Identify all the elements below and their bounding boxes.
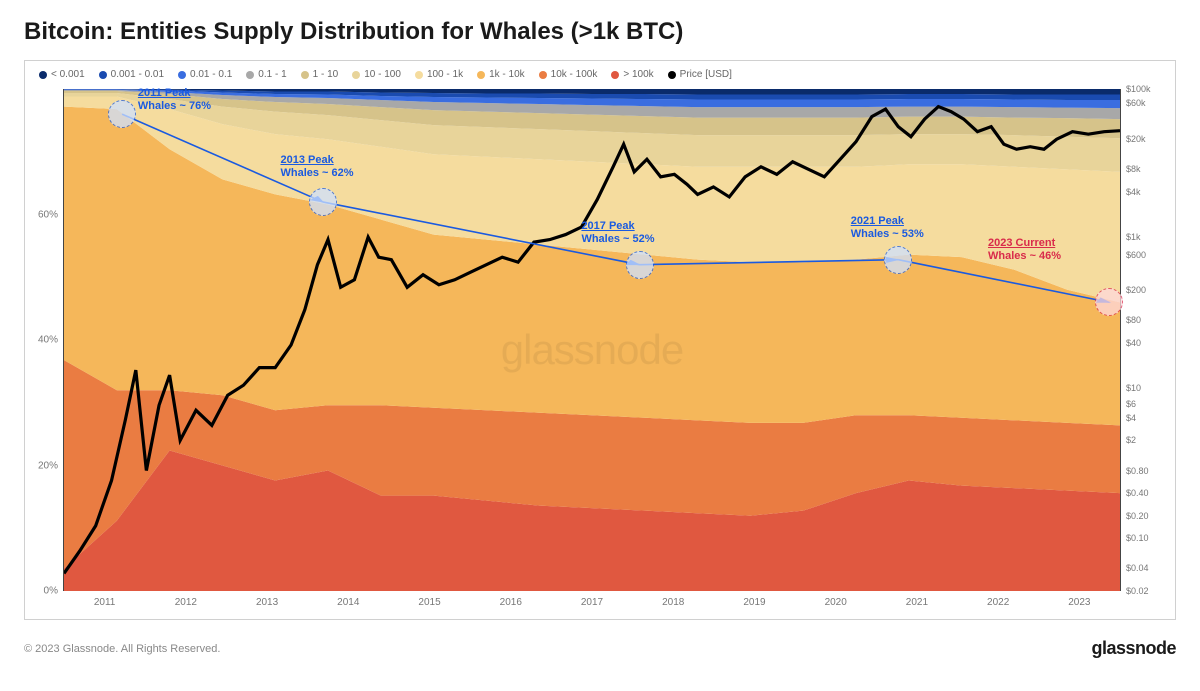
y-right-tick: $0.02 bbox=[1126, 586, 1149, 596]
copyright-text: © 2023 Glassnode. All Rights Reserved. bbox=[24, 643, 220, 655]
legend-item: 0.1 - 1 bbox=[246, 69, 286, 80]
legend-row: < 0.001 0.001 - 0.01 0.01 - 0.1 0.1 - 1 1 - … bbox=[25, 61, 1175, 84]
y-right-tick: $0.04 bbox=[1126, 563, 1149, 573]
y-right-tick: $8k bbox=[1126, 164, 1141, 174]
legend-label: > 100k bbox=[623, 69, 653, 80]
peak-marker bbox=[626, 251, 654, 279]
legend-label: 10k - 100k bbox=[551, 69, 598, 80]
peak-annotation: 2023 CurrentWhales ~ 46% bbox=[988, 237, 1061, 263]
x-tick: 2017 bbox=[581, 597, 603, 608]
y-right-tick: $0.10 bbox=[1126, 533, 1149, 543]
legend-label: 100 - 1k bbox=[427, 69, 463, 80]
y-right-tick: $4 bbox=[1126, 413, 1136, 423]
legend-item: 1k - 10k bbox=[477, 69, 525, 80]
legend-item: 10k - 100k bbox=[539, 69, 598, 80]
footer-row: © 2023 Glassnode. All Rights Reserved. g… bbox=[24, 638, 1176, 659]
legend-dot bbox=[39, 71, 47, 79]
y-right-tick: $0.80 bbox=[1126, 466, 1149, 476]
y-right-tick: $40 bbox=[1126, 338, 1141, 348]
x-tick: 2023 bbox=[1068, 597, 1090, 608]
x-tick: 2022 bbox=[987, 597, 1009, 608]
legend-item: > 100k bbox=[611, 69, 653, 80]
peak-annotation: 2021 PeakWhales ~ 53% bbox=[851, 215, 924, 241]
legend-item: 10 - 100 bbox=[352, 69, 401, 80]
y-left-tick: 40% bbox=[38, 335, 58, 346]
legend-label: Price [USD] bbox=[680, 69, 732, 80]
legend-dot bbox=[415, 71, 423, 79]
y-left-tick: 60% bbox=[38, 209, 58, 220]
chart-box: < 0.001 0.001 - 0.01 0.01 - 0.1 0.1 - 1 1 - … bbox=[24, 60, 1176, 620]
peak-marker bbox=[309, 188, 337, 216]
legend-label: 0.01 - 0.1 bbox=[190, 69, 232, 80]
legend-item: 0.001 - 0.01 bbox=[99, 69, 164, 80]
x-tick: 2015 bbox=[418, 597, 440, 608]
plot-area: glassnode 0%20%40%60%$0.02$0.04$0.10$0.2… bbox=[63, 89, 1121, 591]
y-left-tick: 0% bbox=[44, 586, 58, 597]
legend-label: 0.1 - 1 bbox=[258, 69, 286, 80]
legend-label: 1 - 10 bbox=[313, 69, 339, 80]
legend-label: < 0.001 bbox=[51, 69, 85, 80]
chart-title: Bitcoin: Entities Supply Distribution fo… bbox=[24, 18, 1176, 46]
x-tick: 2013 bbox=[256, 597, 278, 608]
peak-annotation: 2011 PeakWhales ~ 76% bbox=[138, 87, 211, 113]
legend-dot bbox=[178, 71, 186, 79]
legend-item: 100 - 1k bbox=[415, 69, 463, 80]
y-right-tick: $1k bbox=[1126, 232, 1141, 242]
x-tick: 2021 bbox=[906, 597, 928, 608]
peak-annotation: 2017 PeakWhales ~ 52% bbox=[581, 220, 654, 246]
peak-marker bbox=[108, 100, 136, 128]
x-tick: 2018 bbox=[662, 597, 684, 608]
legend-dot bbox=[99, 71, 107, 79]
brand-logo: glassnode bbox=[1091, 638, 1176, 659]
y-right-tick: $10 bbox=[1126, 383, 1141, 393]
y-right-tick: $0.40 bbox=[1126, 488, 1149, 498]
y-right-tick: $6 bbox=[1126, 399, 1136, 409]
legend-dot bbox=[611, 71, 619, 79]
y-right-tick: $80 bbox=[1126, 315, 1141, 325]
y-left-tick: 20% bbox=[38, 460, 58, 471]
legend-item: 1 - 10 bbox=[301, 69, 339, 80]
y-right-tick: $60k bbox=[1126, 98, 1146, 108]
plot-svg bbox=[64, 89, 1120, 591]
legend-dot bbox=[668, 71, 676, 79]
y-right-tick: $100k bbox=[1126, 84, 1151, 94]
y-right-tick: $0.20 bbox=[1126, 511, 1149, 521]
legend-item: Price [USD] bbox=[668, 69, 732, 80]
legend-item: 0.01 - 0.1 bbox=[178, 69, 232, 80]
x-tick: 2020 bbox=[825, 597, 847, 608]
x-tick: 2016 bbox=[500, 597, 522, 608]
legend-dot bbox=[246, 71, 254, 79]
legend-label: 1k - 10k bbox=[489, 69, 525, 80]
y-right-tick: $20k bbox=[1126, 134, 1146, 144]
legend-dot bbox=[477, 71, 485, 79]
peak-annotation: 2013 PeakWhales ~ 62% bbox=[280, 154, 353, 180]
y-right-tick: $2 bbox=[1126, 435, 1136, 445]
legend-dot bbox=[539, 71, 547, 79]
legend-dot bbox=[301, 71, 309, 79]
peak-marker bbox=[884, 246, 912, 274]
y-right-tick: $200 bbox=[1126, 285, 1146, 295]
x-tick: 2014 bbox=[337, 597, 359, 608]
y-right-tick: $4k bbox=[1126, 187, 1141, 197]
legend-label: 0.001 - 0.01 bbox=[111, 69, 164, 80]
peak-marker bbox=[1095, 288, 1123, 316]
legend-dot bbox=[352, 71, 360, 79]
legend-item: < 0.001 bbox=[39, 69, 85, 80]
x-tick: 2011 bbox=[94, 597, 116, 608]
legend-label: 10 - 100 bbox=[364, 69, 401, 80]
x-tick: 2019 bbox=[743, 597, 765, 608]
y-right-tick: $600 bbox=[1126, 250, 1146, 260]
x-tick: 2012 bbox=[175, 597, 197, 608]
chart-container: Bitcoin: Entities Supply Distribution fo… bbox=[0, 0, 1200, 669]
